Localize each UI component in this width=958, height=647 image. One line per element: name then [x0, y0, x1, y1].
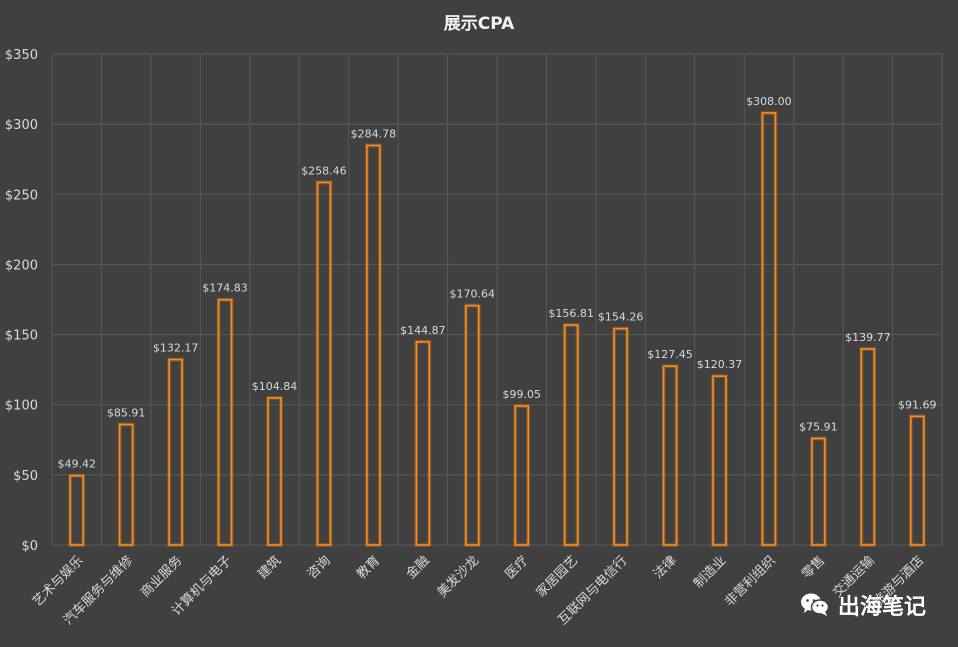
bar-glow — [68, 473, 86, 548]
y-tick-label: $0 — [21, 539, 38, 554]
data-label: $174.83 — [202, 282, 248, 295]
bar — [712, 375, 727, 546]
bar-glow — [809, 436, 827, 548]
data-label: $154.26 — [598, 311, 644, 324]
data-label: $127.45 — [647, 348, 693, 361]
y-tick-label: $300 — [5, 118, 38, 133]
x-tick-label: 非营利组织 — [722, 553, 779, 610]
x-tick-label: 制造业 — [691, 553, 729, 591]
data-label: $49.42 — [57, 458, 96, 471]
bar-glow — [463, 303, 481, 547]
bar — [464, 304, 480, 546]
bar-glow — [117, 422, 135, 547]
bar — [69, 474, 85, 546]
bar-glow — [414, 339, 432, 548]
bar — [563, 324, 579, 546]
bar — [860, 348, 876, 546]
y-tick-label: $150 — [5, 329, 38, 344]
bar — [168, 358, 183, 546]
data-label: $170.64 — [450, 288, 496, 301]
data-label: $144.87 — [400, 324, 446, 337]
bar — [118, 423, 134, 546]
bar-glow — [167, 357, 185, 548]
y-tick-label: $100 — [5, 399, 38, 414]
data-label: $91.69 — [898, 398, 937, 411]
chart-title: 展示CPA — [444, 14, 515, 34]
data-label: $284.78 — [351, 127, 397, 140]
x-tick-label: 法律 — [651, 553, 680, 582]
data-label: $139.77 — [845, 331, 891, 344]
bar-glow — [562, 323, 580, 547]
y-tick-label: $350 — [5, 48, 38, 63]
bar — [366, 144, 381, 546]
bar-glow — [364, 143, 382, 547]
bar — [613, 327, 628, 546]
bar-glow — [266, 395, 283, 548]
x-tick-label: 教育 — [354, 553, 384, 583]
data-label: $104.84 — [252, 380, 298, 393]
data-label: $75.91 — [799, 421, 838, 434]
bar-glow — [216, 297, 234, 548]
x-tick-label: 医疗 — [503, 553, 532, 582]
bar-glow — [612, 326, 630, 547]
bar — [267, 397, 282, 546]
y-tick-label: $200 — [5, 258, 38, 273]
bar-glow — [513, 404, 531, 547]
x-tick-label: 家居园艺 — [533, 553, 581, 601]
data-label: $132.17 — [153, 342, 199, 355]
bar — [909, 415, 925, 546]
bar-glow — [908, 414, 926, 548]
x-tick-label: 咨询 — [305, 553, 334, 582]
bar-glow — [760, 110, 778, 547]
data-label: $120.37 — [697, 358, 743, 371]
data-label: $308.00 — [746, 95, 792, 108]
watermark-text: 出海笔记 — [837, 595, 926, 620]
bars — [68, 110, 926, 548]
x-tick-label: 零售 — [799, 553, 829, 583]
data-label: $258.46 — [301, 164, 347, 177]
wechat-icon — [800, 593, 830, 616]
watermark: 出海笔记 — [800, 589, 926, 621]
bar — [761, 112, 777, 546]
bar — [662, 365, 678, 546]
x-tick-label: 美发沙龙 — [434, 553, 482, 601]
y-tick-label: $50 — [13, 469, 38, 484]
x-tick-label: 商业服务 — [137, 553, 185, 601]
data-label: $156.81 — [548, 307, 594, 320]
y-tick-label: $250 — [5, 188, 38, 203]
data-label: $99.05 — [502, 388, 541, 401]
bar-glow — [315, 180, 333, 547]
gridlines — [51, 53, 943, 546]
bar — [811, 437, 826, 546]
x-tick-label: 金融 — [403, 553, 433, 583]
bar-glow — [661, 364, 679, 548]
bar — [514, 405, 530, 546]
bar — [415, 340, 431, 546]
x-tick-label: 建筑 — [255, 553, 285, 583]
bar-glow — [859, 346, 877, 548]
y-axis-ticks: $0 $50 $100 $150 $200 $250 $300 $350 — [5, 48, 38, 554]
data-label: $85.91 — [107, 406, 146, 419]
data-labels: $49.42 $85.91 $132.17 $174.83 $104.84 $258.46… — [57, 95, 936, 471]
bar-glow — [711, 374, 728, 547]
bar — [316, 181, 332, 546]
bar — [217, 298, 233, 546]
